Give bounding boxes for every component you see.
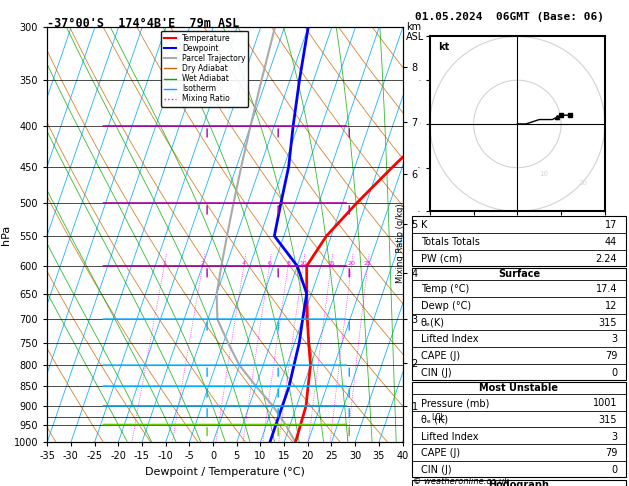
Legend: Temperature, Dewpoint, Parcel Trajectory, Dry Adiabat, Wet Adiabat, Isotherm, Mi: Temperature, Dewpoint, Parcel Trajectory…	[161, 31, 248, 106]
Bar	[412, 480, 626, 486]
Text: 20: 20	[347, 261, 355, 266]
Text: 10: 10	[539, 172, 548, 177]
Text: 01.05.2024  06GMT (Base: 06): 01.05.2024 06GMT (Base: 06)	[415, 12, 604, 22]
Text: 15: 15	[327, 261, 335, 266]
Text: 0: 0	[611, 465, 617, 475]
Bar	[412, 382, 626, 477]
Text: Hodograph: Hodograph	[489, 481, 549, 486]
Text: km: km	[406, 22, 421, 32]
Text: Pressure (mb): Pressure (mb)	[421, 398, 489, 408]
Text: 79: 79	[605, 351, 617, 361]
Bar	[412, 268, 626, 380]
Text: CIN (J): CIN (J)	[421, 368, 451, 378]
Text: Lifted Index: Lifted Index	[421, 432, 478, 442]
Text: LCL: LCL	[431, 413, 445, 422]
X-axis label: Dewpoint / Temperature (°C): Dewpoint / Temperature (°C)	[145, 467, 305, 477]
Text: Mixing Ratio (g/kg): Mixing Ratio (g/kg)	[396, 203, 405, 283]
Text: Most Unstable: Most Unstable	[479, 383, 559, 393]
Text: 4: 4	[242, 261, 246, 266]
Text: Totals Totals: Totals Totals	[421, 237, 479, 247]
Text: Surface: Surface	[498, 269, 540, 279]
Text: -37°00'S  174°4B'E  79m ASL: -37°00'S 174°4B'E 79m ASL	[47, 17, 240, 30]
Text: θₑ (K): θₑ (K)	[421, 415, 448, 425]
Text: 17.4: 17.4	[596, 284, 617, 295]
Text: θₑ(K): θₑ(K)	[421, 318, 445, 328]
Text: 3: 3	[611, 432, 617, 442]
Text: 12: 12	[605, 301, 617, 311]
Text: 25: 25	[364, 261, 372, 266]
Text: Lifted Index: Lifted Index	[421, 334, 478, 345]
Text: 1001: 1001	[593, 398, 617, 408]
Y-axis label: hPa: hPa	[1, 225, 11, 244]
Text: kt: kt	[438, 42, 450, 52]
Text: 6: 6	[267, 261, 271, 266]
Text: 3: 3	[611, 334, 617, 345]
Text: 10: 10	[299, 261, 307, 266]
Text: CAPE (J): CAPE (J)	[421, 351, 460, 361]
Text: CAPE (J): CAPE (J)	[421, 448, 460, 458]
Text: CIN (J): CIN (J)	[421, 465, 451, 475]
Text: 0: 0	[611, 368, 617, 378]
Text: Temp (°C): Temp (°C)	[421, 284, 469, 295]
Text: 315: 315	[599, 318, 617, 328]
Text: 20: 20	[579, 180, 587, 186]
Text: 2.24: 2.24	[596, 254, 617, 264]
Text: 1: 1	[162, 261, 166, 266]
Text: PW (cm): PW (cm)	[421, 254, 462, 264]
Text: ASL: ASL	[406, 32, 424, 42]
Text: © weatheronline.co.uk: © weatheronline.co.uk	[413, 477, 509, 486]
Text: K: K	[421, 221, 427, 230]
Text: 44: 44	[605, 237, 617, 247]
Text: 2: 2	[201, 261, 204, 266]
Text: Dewp (°C): Dewp (°C)	[421, 301, 470, 311]
Bar	[412, 216, 626, 266]
Text: 79: 79	[605, 448, 617, 458]
Text: 315: 315	[599, 415, 617, 425]
Text: 8: 8	[286, 261, 290, 266]
Text: 17: 17	[605, 221, 617, 230]
